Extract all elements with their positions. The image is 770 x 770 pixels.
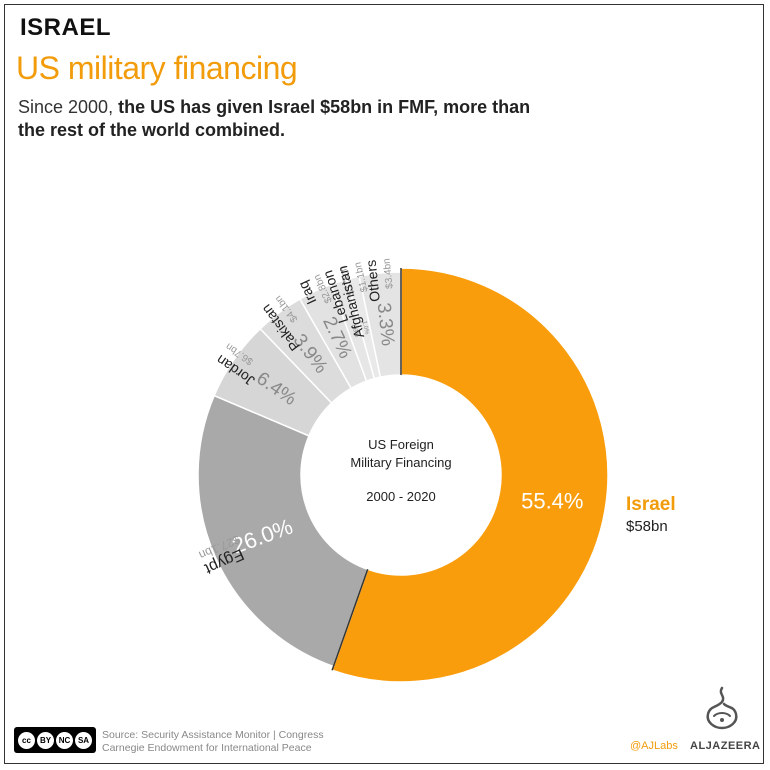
page-title: US military financing bbox=[16, 50, 298, 86]
percent-label-israel: 55.4% bbox=[521, 488, 583, 513]
percent-label-afghanistan: 1.0% bbox=[361, 320, 370, 335]
percent-label-lebanon: 1.3% bbox=[350, 323, 360, 338]
source-line-1: Source: Security Assistance Monitor | Co… bbox=[102, 729, 324, 741]
brand-name: ALJAZEERA bbox=[690, 740, 761, 752]
cc-badge: cc bbox=[18, 731, 35, 749]
country-label-others: Others bbox=[363, 259, 383, 302]
nc-badge: NC bbox=[56, 731, 73, 749]
center-period-label: 2000 - 2020 bbox=[366, 489, 435, 504]
by-badge: BY bbox=[37, 731, 54, 749]
amount-label-others: $3.4bn bbox=[382, 258, 396, 290]
sa-badge: SA bbox=[75, 731, 92, 749]
slice-divider-line bbox=[331, 569, 369, 671]
label-group-egypt: Egypt$27.1bn bbox=[197, 532, 247, 577]
country-label-israel: Israel bbox=[626, 494, 676, 515]
center-title-line-1: US Foreign bbox=[368, 437, 434, 452]
subtitle-plain: Since 2000, bbox=[18, 97, 119, 117]
subtitle-bold: the US has given Israel $58bn in FMF, mo… bbox=[18, 97, 531, 140]
source-note: Source: Security Assistance Monitor | Co… bbox=[102, 729, 324, 755]
percent-label-others: 3.3% bbox=[373, 302, 398, 347]
subtitle: Since 2000, the US has given Israel $58b… bbox=[18, 96, 538, 142]
creative-commons-icon: cc BY NC SA bbox=[14, 727, 96, 753]
aljazeera-logo-icon bbox=[706, 686, 738, 730]
label-group-others: Others$3.4bn bbox=[363, 258, 396, 303]
country-heading: ISRAEL bbox=[20, 14, 112, 41]
ajlabs-handle: @AJLabs bbox=[630, 740, 678, 752]
source-line-2: Carnegie Endowment for International Pea… bbox=[102, 742, 312, 754]
amount-label-israel: $58bn bbox=[626, 518, 668, 535]
center-title-line-2: Military Financing bbox=[350, 455, 451, 470]
slice-egypt bbox=[197, 394, 369, 668]
